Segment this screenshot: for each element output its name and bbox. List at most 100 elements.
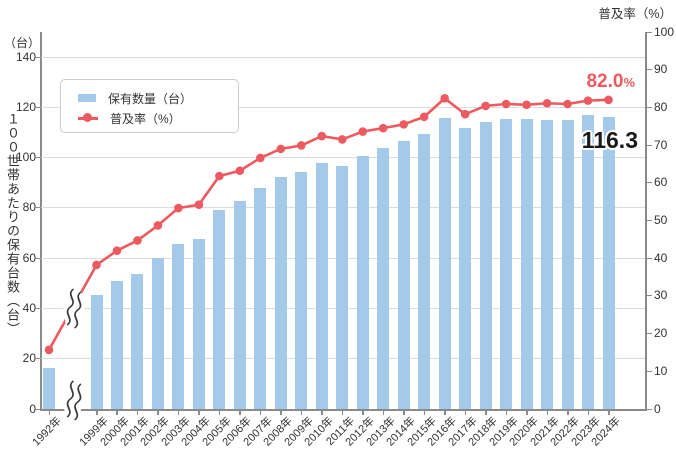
- axis-break-icon: [63, 378, 86, 422]
- x-axis-tick: [362, 411, 364, 415]
- rate-point-2002年: [153, 221, 163, 230]
- left-axis-tick: [35, 358, 40, 360]
- right-axis-title: 普及率（%）: [598, 7, 672, 21]
- x-axis-tick: [587, 411, 590, 415]
- bar-2017年: [459, 127, 472, 409]
- right-axis-tick: [646, 69, 652, 71]
- rate-point-1992年: [44, 345, 54, 355]
- x-axis-tick: [423, 411, 426, 415]
- rate-annotation-value: 82.0: [586, 71, 624, 92]
- right-axis-tick-label: 90: [654, 62, 668, 77]
- x-axis-tick: [341, 411, 344, 415]
- rate-point-1999年: [92, 260, 101, 270]
- x-axis-tick: [382, 411, 385, 415]
- x-axis-tick: [280, 411, 282, 415]
- left-axis-tick: [35, 207, 40, 209]
- right-axis-tick: [646, 333, 652, 335]
- bar-1999年: [90, 294, 103, 409]
- units-annotation: 116.3: [581, 127, 638, 153]
- bar-2023年: [582, 115, 595, 409]
- x-axis-tick: [567, 411, 569, 415]
- legend-item-rate: 普及率（%）: [78, 111, 181, 126]
- right-axis-tick-label: 70: [654, 137, 668, 152]
- x-axis-tick: [403, 411, 405, 415]
- right-axis-tick: [646, 295, 652, 297]
- bar-2020年: [520, 118, 533, 409]
- rate-point-2012年: [358, 127, 368, 136]
- right-axis-tick-label: 50: [654, 213, 668, 227]
- rate-point-2007年: [256, 153, 265, 163]
- left-axis-line: [40, 32, 42, 411]
- bar-2011年: [336, 165, 349, 409]
- legend-label: 普及率（%）: [110, 111, 181, 126]
- x-axis-tick: [485, 411, 487, 415]
- left-axis-tick-label: 20: [22, 351, 36, 366]
- x-axis-tick: [96, 411, 98, 415]
- right-axis-tick-label: 100: [654, 24, 675, 39]
- left-axis-tick: [35, 56, 40, 58]
- right-axis-tick-label: 0: [654, 401, 661, 416]
- x-axis-tick: [546, 411, 549, 415]
- rate-point-2017年: [460, 109, 470, 119]
- rate-point-2022年: [563, 99, 572, 109]
- rate-point-2023年: [583, 96, 593, 105]
- x-axis-tick: [177, 411, 180, 415]
- x-axis-tick: [505, 411, 508, 415]
- bar-2015年: [418, 134, 431, 409]
- rate-point-2015年: [419, 112, 429, 122]
- right-axis-tick-label: 60: [654, 175, 668, 190]
- rate-point-2024年: [604, 95, 613, 105]
- rate-point-2013年: [378, 123, 388, 133]
- legend-item-units: 保有数量（台）: [78, 91, 192, 106]
- bar-2009年: [295, 171, 308, 409]
- right-axis-tick: [646, 106, 652, 108]
- rate-point-2003年: [174, 203, 183, 213]
- bar-2002年: [151, 258, 164, 409]
- x-axis-tick: [300, 411, 303, 415]
- left-axis-tick-label: 60: [22, 250, 36, 265]
- bar-2024年: [602, 116, 615, 409]
- x-axis-tick: [526, 411, 528, 415]
- left-axis-tick-label: 120: [15, 99, 36, 114]
- x-axis-tick: [157, 411, 159, 415]
- x-axis-tick: [464, 411, 467, 415]
- left-axis-tick: [35, 408, 40, 410]
- rate-line: [47, 96, 609, 351]
- bar-2001年: [131, 273, 144, 409]
- bar-2003年: [172, 243, 185, 409]
- left-axis-tick: [35, 157, 40, 159]
- right-axis-tick: [646, 144, 652, 146]
- bar-2019年: [500, 119, 513, 409]
- gridline: [41, 106, 645, 108]
- x-axis-tick: [321, 411, 323, 415]
- x-axis-tick: [259, 411, 262, 415]
- bar-2008年: [274, 176, 287, 409]
- line-swatch-icon: [78, 113, 98, 122]
- bar-2014年: [397, 141, 410, 409]
- axis-break-icon: [63, 286, 86, 330]
- right-axis-tick: [646, 182, 652, 184]
- bar-2013年: [377, 148, 390, 409]
- bar-swatch-icon: [78, 94, 96, 102]
- bar-2004年: [192, 239, 205, 409]
- bar-1992年: [43, 367, 55, 409]
- right-axis-tick-label: 30: [654, 288, 668, 303]
- rate-point-2006年: [235, 166, 245, 176]
- bar-2012年: [356, 156, 369, 409]
- right-axis-tick-label: 40: [654, 250, 668, 265]
- x-axis-tick: [444, 411, 446, 415]
- left-axis-tick: [35, 106, 40, 108]
- rate-point-2019年: [501, 99, 511, 109]
- rate-annotation: 82.0%: [586, 71, 635, 93]
- gridline: [41, 157, 645, 159]
- rate-point-2005年: [215, 171, 224, 181]
- right-axis-tick-label: 80: [654, 99, 668, 114]
- bar-2021年: [541, 120, 554, 409]
- rate-point-2010年: [317, 131, 327, 141]
- bar-2000年: [110, 281, 123, 409]
- bar-2007年: [254, 188, 267, 409]
- x-axis-tick: [218, 411, 221, 415]
